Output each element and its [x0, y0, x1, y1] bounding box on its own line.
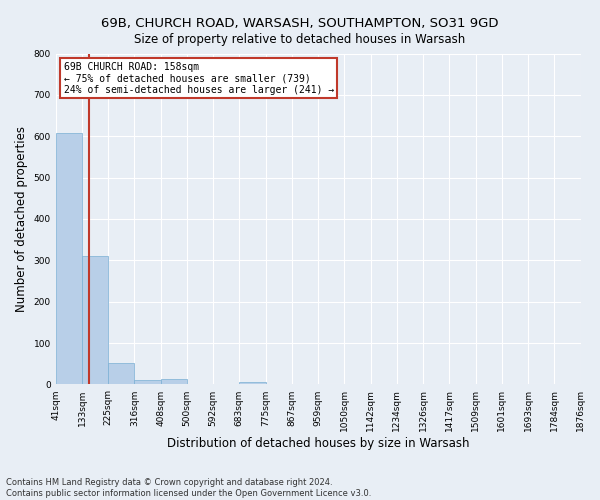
Y-axis label: Number of detached properties: Number of detached properties: [15, 126, 28, 312]
X-axis label: Distribution of detached houses by size in Warsash: Distribution of detached houses by size …: [167, 437, 469, 450]
Bar: [82, 256, 108, 384]
Bar: [239, 382, 266, 384]
Text: Size of property relative to detached houses in Warsash: Size of property relative to detached ho…: [134, 32, 466, 46]
Bar: [108, 363, 134, 384]
Text: Contains HM Land Registry data © Crown copyright and database right 2024.
Contai: Contains HM Land Registry data © Crown c…: [6, 478, 371, 498]
Text: 69B CHURCH ROAD: 158sqm
← 75% of detached houses are smaller (739)
24% of semi-d: 69B CHURCH ROAD: 158sqm ← 75% of detache…: [64, 62, 334, 95]
Text: 69B, CHURCH ROAD, WARSASH, SOUTHAMPTON, SO31 9GD: 69B, CHURCH ROAD, WARSASH, SOUTHAMPTON, …: [101, 18, 499, 30]
Bar: [134, 380, 161, 384]
Bar: [161, 380, 187, 384]
Bar: [56, 133, 82, 384]
